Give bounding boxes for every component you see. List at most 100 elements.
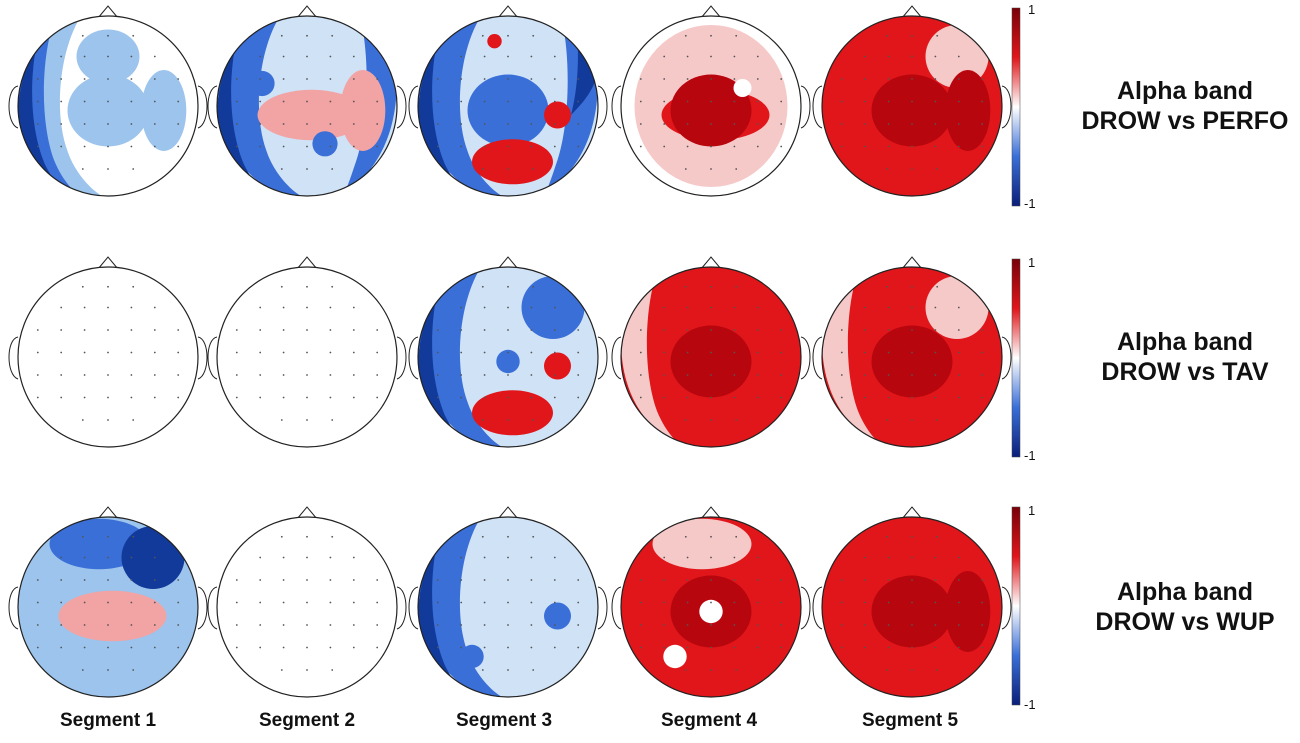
- electrode-dot: [887, 78, 890, 80]
- electrode-dot: [259, 78, 262, 80]
- electrode-dot: [957, 78, 960, 80]
- electrode-dot: [483, 145, 486, 148]
- topomap: [812, 506, 1012, 698]
- electrode-dot: [329, 396, 332, 399]
- electrode-dot: [686, 396, 689, 399]
- electrode-dot: [83, 78, 86, 80]
- electrode-dot: [107, 55, 109, 58]
- electrode-dot: [177, 78, 180, 80]
- electrode-dot: [460, 579, 463, 581]
- electrode-dot: [507, 556, 509, 559]
- topomap-region: [418, 548, 468, 697]
- electrode-dot: [259, 351, 262, 354]
- electrode-dot: [887, 329, 890, 331]
- electrode-dot: [780, 329, 783, 331]
- electrode-dot: [780, 601, 783, 604]
- topomap-background: [18, 267, 198, 447]
- electrode-dot: [306, 556, 308, 559]
- nose-icon: [296, 256, 318, 270]
- electrode-dot: [756, 601, 759, 604]
- head-outline: [216, 266, 398, 448]
- electrode-dot: [934, 100, 937, 103]
- electrode-dot: [507, 168, 509, 170]
- head-outline: [417, 15, 599, 197]
- nose-icon: [497, 5, 519, 19]
- electrode-dot: [553, 351, 556, 354]
- electrode-dot: [177, 100, 180, 103]
- electrode-dot: [911, 34, 913, 37]
- electrode-dot: [483, 624, 486, 626]
- electrode-dot: [483, 579, 486, 581]
- electrode-dot: [329, 624, 332, 626]
- electrode-dot: [306, 55, 308, 58]
- electrode-dot: [530, 123, 533, 125]
- electrode-dot: [981, 351, 984, 354]
- nose-icon: [97, 256, 119, 270]
- electrode-dot: [756, 396, 759, 399]
- electrode-dot: [710, 374, 712, 376]
- electrode-dot: [957, 55, 960, 58]
- electrode-dot: [710, 123, 712, 125]
- electrode-dot: [756, 374, 759, 376]
- topomap-fill: [822, 517, 1002, 697]
- electrode-dot: [436, 646, 439, 649]
- electrode-dot: [36, 100, 39, 103]
- electrode-dot: [981, 78, 984, 80]
- electrode-dot: [132, 168, 135, 170]
- electrode-dot: [329, 145, 332, 148]
- electrode-dot: [532, 669, 535, 671]
- topomap-spot: [496, 349, 520, 374]
- electrode-dot: [553, 100, 556, 103]
- electrode-dot: [376, 579, 379, 581]
- electrode-dot: [840, 329, 843, 331]
- electrode-dot: [756, 145, 759, 148]
- electrode-dot: [282, 396, 285, 399]
- right-ear-icon: [800, 85, 811, 129]
- electrode-dot: [235, 579, 238, 581]
- electrode-dot: [532, 168, 535, 170]
- electrode-dot: [107, 78, 109, 80]
- electrode-dot: [259, 55, 262, 58]
- electrode-dot: [107, 374, 109, 376]
- topomap-fill: [418, 267, 598, 447]
- electrode-dot: [934, 351, 937, 354]
- electrode-dot: [81, 669, 84, 671]
- electrode-dot: [780, 351, 783, 354]
- electrode-dot: [710, 579, 712, 581]
- electrode-dot: [864, 624, 867, 626]
- electrode-dot: [259, 579, 262, 581]
- electrode-dot: [60, 374, 63, 376]
- right-ear-icon: [597, 336, 608, 380]
- electrode-dot: [911, 78, 913, 80]
- electrode-dot: [107, 145, 109, 148]
- electrode-dot: [577, 329, 580, 331]
- electrode-dot: [710, 145, 712, 148]
- electrode-dot: [460, 78, 463, 80]
- electrode-dot: [756, 351, 759, 354]
- topomap-region: [652, 518, 752, 570]
- topomap-fill: [18, 517, 198, 697]
- electrode-dot: [177, 374, 180, 376]
- electrode-dot: [36, 579, 39, 581]
- electrode-dot: [130, 100, 133, 103]
- nose-icon: [901, 506, 923, 520]
- electrode-dot: [235, 601, 238, 604]
- electrode-dot: [153, 306, 156, 309]
- topomap-region: [257, 89, 366, 141]
- electrode-dot: [483, 556, 486, 559]
- electrode-dot: [107, 556, 109, 559]
- electrode-dot: [553, 329, 556, 331]
- electrode-dot: [436, 329, 439, 331]
- electrode-dot: [686, 329, 689, 331]
- topomap: [408, 5, 608, 197]
- electrode-dot: [153, 329, 156, 331]
- electrode-dot: [107, 601, 109, 604]
- electrode-dot: [840, 374, 843, 376]
- electrode-dot: [553, 601, 556, 604]
- head-outline: [821, 516, 1003, 698]
- electrode-dot: [957, 351, 960, 354]
- electrode-dot: [934, 646, 937, 649]
- electrode-dot: [235, 396, 238, 399]
- electrode-dot: [733, 78, 736, 80]
- electrode-dot: [887, 646, 890, 649]
